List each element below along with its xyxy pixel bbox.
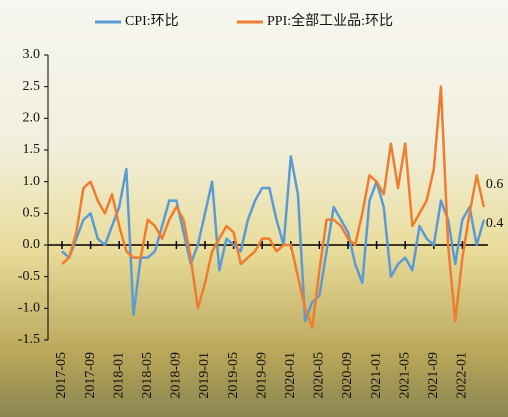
x-tick-label: 2020-05 <box>312 352 327 399</box>
end-label: 0.6 <box>486 177 504 192</box>
y-tick-label: 2.5 <box>23 79 41 94</box>
x-tick-label: 2020-01 <box>283 352 298 399</box>
x-tick-label: 2022-01 <box>455 352 470 399</box>
y-tick-label: -1.0 <box>18 301 40 316</box>
x-tick-label: 2017-05 <box>54 352 69 399</box>
y-tick-label: 1.0 <box>23 174 41 189</box>
x-tick-label: 2021-09 <box>426 352 441 399</box>
x-tick-label: 2019-05 <box>226 352 241 399</box>
page: {"chart_data": {"type": "line", "categor… <box>0 0 508 417</box>
chart: -1.5 -1.0 -0.5 0.0 0.5 1.0 1.5 2.0 2.5 3.0 2017-05… <box>0 0 508 417</box>
legend-label: PPI:全部工业品:环比 <box>267 12 393 29</box>
legend-label: CPI:环比 <box>125 13 179 29</box>
x-tick-label: 2020-09 <box>340 352 355 399</box>
y-tick-label: 1.5 <box>23 142 41 157</box>
end-label: 0.4 <box>486 216 504 231</box>
y-tick-label: 0.0 <box>23 237 41 252</box>
y-tick-label: 3.0 <box>23 47 41 62</box>
x-tick-label: 2021-05 <box>397 352 412 399</box>
x-tick-label: 2017-09 <box>83 352 98 399</box>
x-tick-label: 2018-01 <box>111 352 126 399</box>
x-tick-label: 2019-01 <box>197 352 212 399</box>
y-tick-label: -0.5 <box>18 269 40 284</box>
y-tick-label: 0.5 <box>23 206 41 221</box>
x-tick-label: 2019-09 <box>254 352 269 399</box>
x-tick-label: 2018-09 <box>169 352 184 399</box>
x-tick-label: 2021-01 <box>369 352 384 399</box>
x-tick-label: 2018-05 <box>140 352 155 399</box>
y-tick-label: -1.5 <box>18 332 40 347</box>
y-tick-label: 2.0 <box>23 111 41 126</box>
